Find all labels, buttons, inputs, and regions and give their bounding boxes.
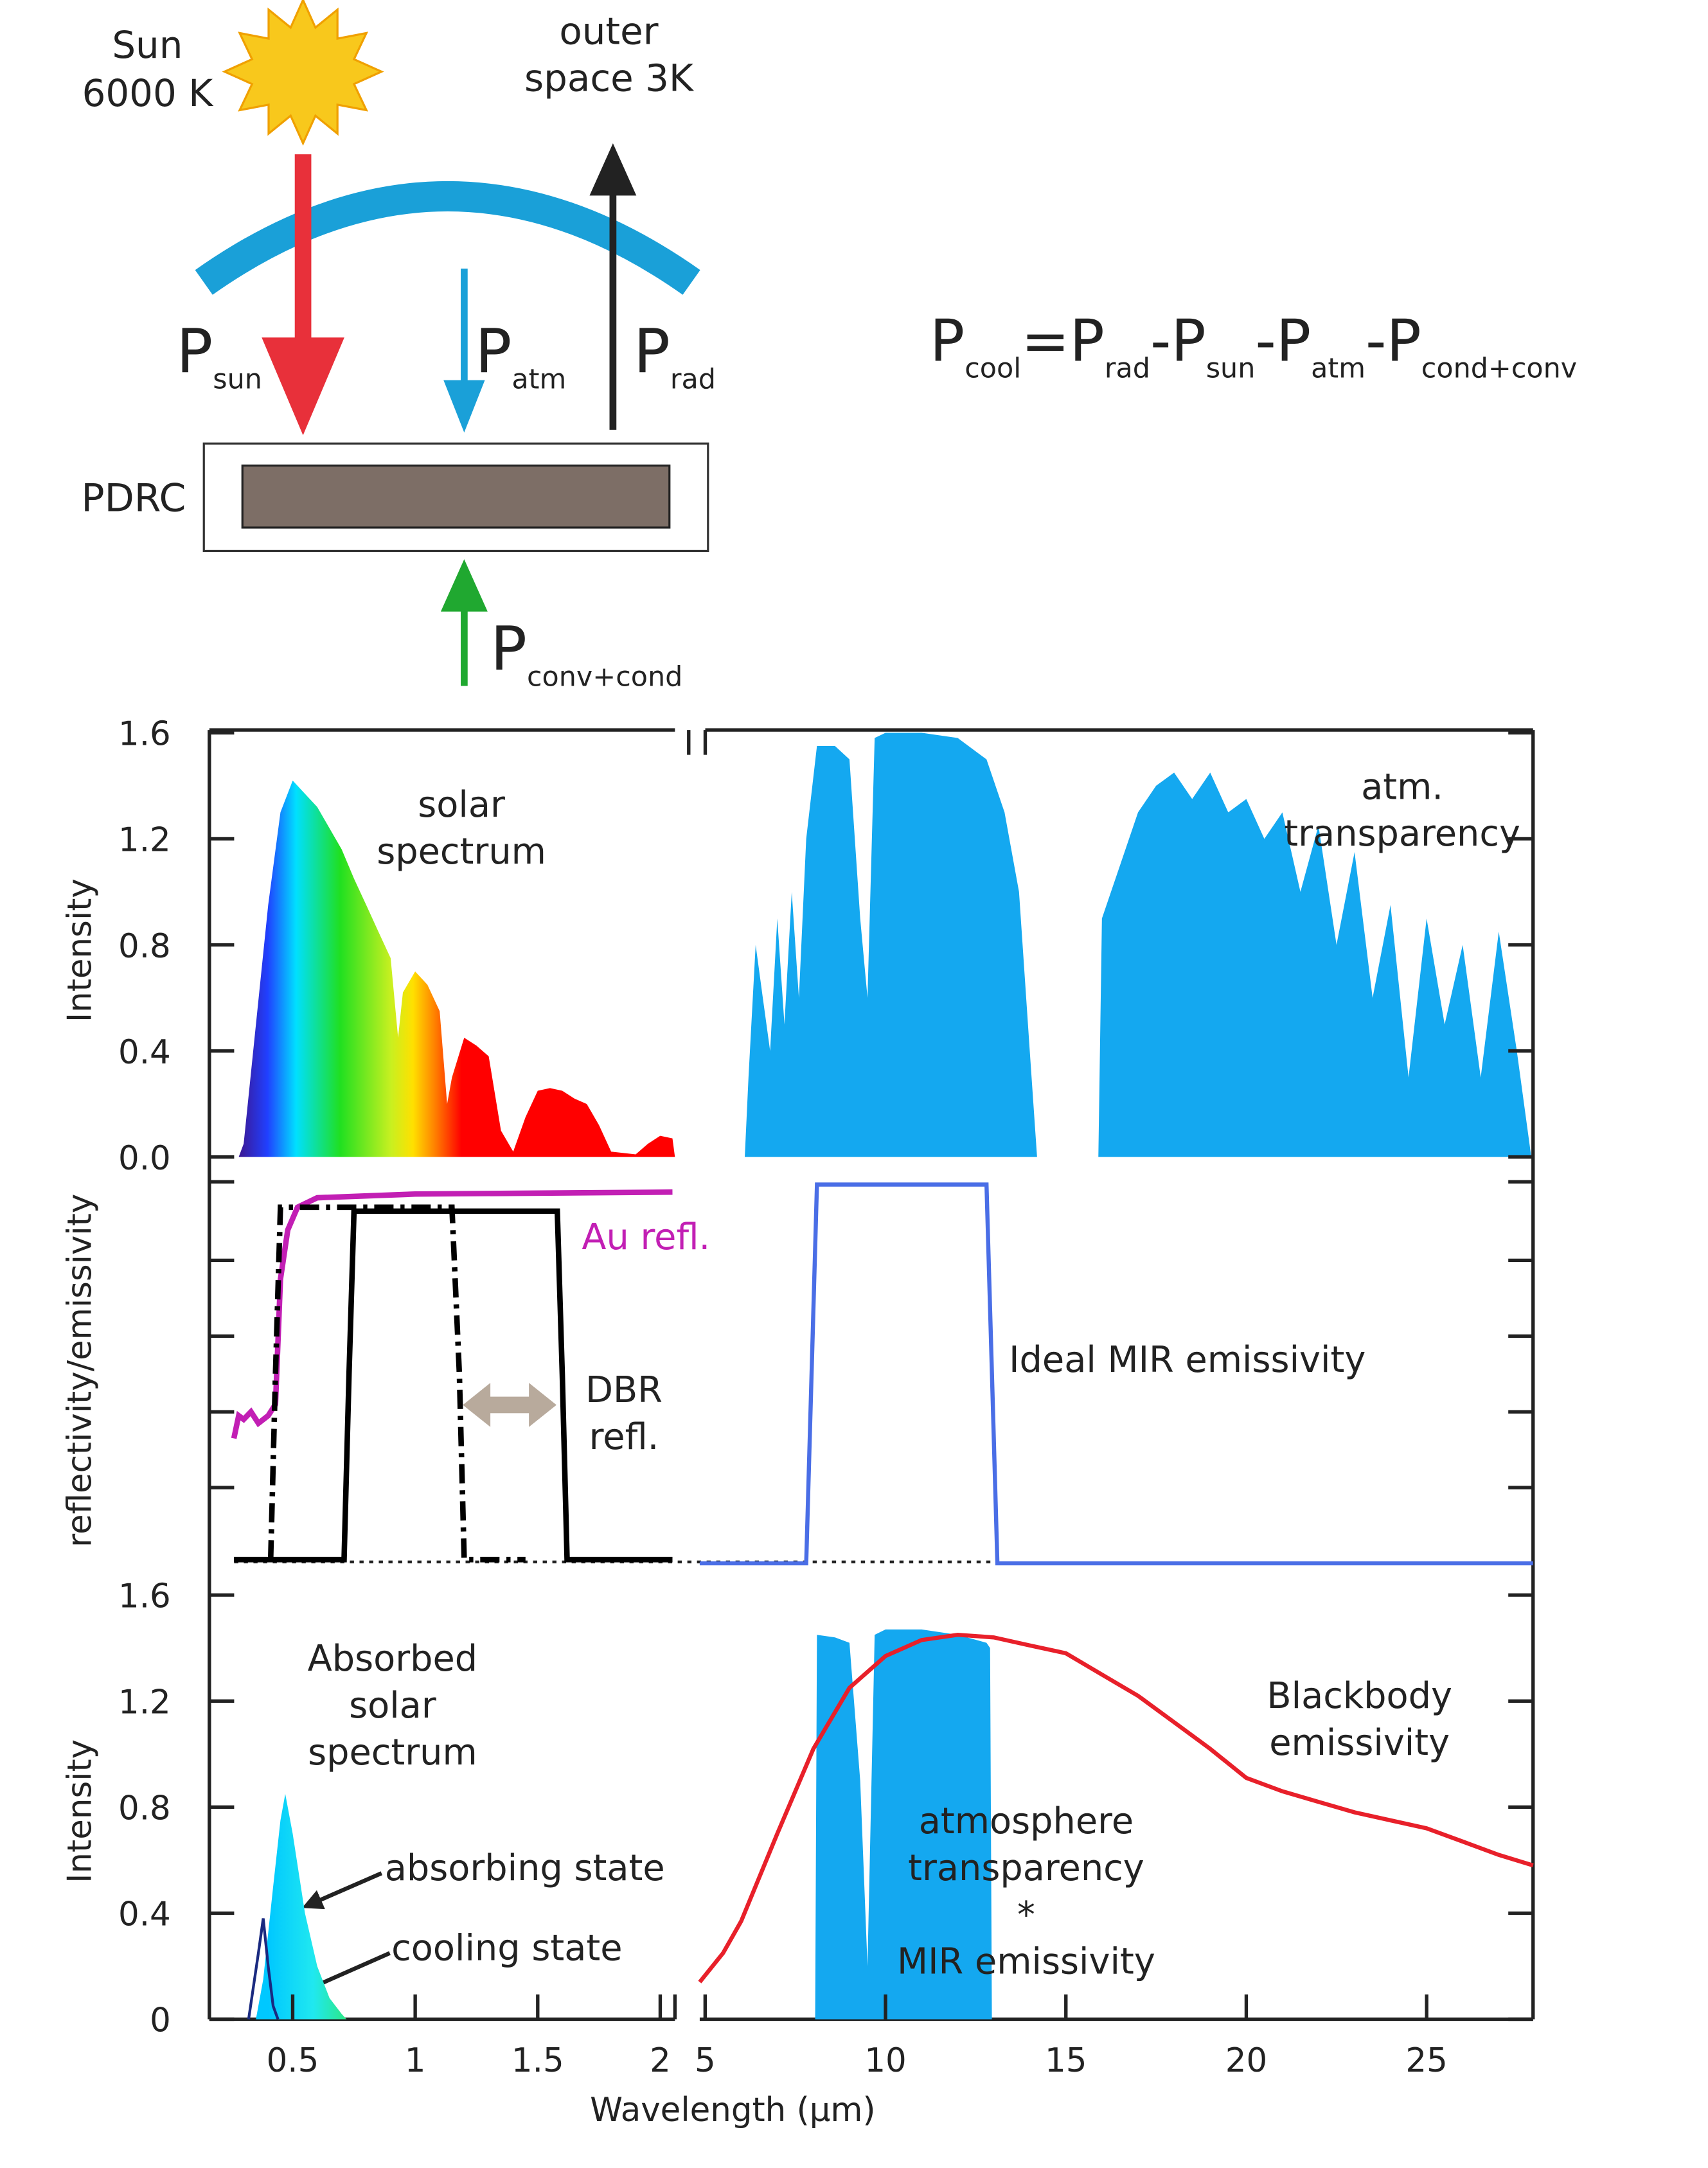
- eq-subscript: atm: [1311, 352, 1366, 384]
- sun-label: 6000 K: [82, 71, 215, 115]
- flux-label: Patm: [476, 316, 567, 396]
- area: [238, 780, 675, 1157]
- y-tick-label: 0.4: [118, 1033, 171, 1072]
- annotation: transparency: [1284, 813, 1520, 855]
- y-tick-label: 1.6: [118, 715, 171, 754]
- x-tick-label: 20: [1225, 2041, 1267, 2080]
- eq-symbol: P: [1171, 308, 1205, 375]
- annotation: *: [1017, 1894, 1035, 1936]
- annotation: spectrum: [308, 1732, 477, 1773]
- x-tick-label: 1.5: [512, 2041, 564, 2080]
- x-tick-label: 0.5: [267, 2041, 319, 2080]
- y-axis-title: Intensity: [60, 878, 99, 1022]
- annotation: solar: [349, 1685, 436, 1727]
- panel: [247, 1629, 1534, 2020]
- flux-symbol: P: [490, 614, 527, 684]
- x-tick-label: 1: [405, 2041, 426, 2080]
- y-tick-label: 1.2: [118, 1684, 171, 1722]
- y-tick-label: 0.4: [118, 1896, 171, 1934]
- annotation: MIR emissivity: [897, 1941, 1155, 1983]
- y-tick-label: 0: [150, 2002, 171, 2040]
- area: [745, 733, 1531, 1157]
- y-tick-label: 0.8: [118, 927, 171, 966]
- x-tick-label: 25: [1405, 2041, 1447, 2080]
- eq-subscript: cond+conv: [1421, 352, 1577, 384]
- sun: [222, 0, 384, 146]
- y-axis-title: Intensity: [60, 1739, 99, 1883]
- annotation: transparency: [908, 1847, 1144, 1889]
- line: [247, 1918, 280, 2020]
- line: [698, 1632, 1534, 1984]
- eq-operator: -: [1366, 308, 1386, 375]
- device-label: PDRC: [81, 475, 186, 520]
- annotation: atmosphere: [919, 1800, 1134, 1842]
- annotation: atm.: [1361, 766, 1443, 808]
- eq-operator: =: [1021, 308, 1069, 375]
- y-axis-title: reflectivity/emissivity: [60, 1194, 99, 1547]
- x-axis-title: Wavelength (μm): [590, 2091, 875, 2129]
- x-tick-label: 15: [1045, 2041, 1087, 2080]
- rad-arrow-head: [589, 143, 637, 196]
- flux-subscript: conv+cond: [527, 661, 682, 693]
- annotation: DBR: [585, 1369, 663, 1411]
- y-tick-label: 0.0: [118, 1139, 171, 1178]
- panel: [231, 1182, 1533, 1566]
- flux-subscript: atm: [512, 364, 566, 396]
- flux-symbol: P: [476, 316, 512, 387]
- space-label: outer: [559, 10, 658, 53]
- flux-subscript: rad: [670, 364, 716, 396]
- flux-label: Psun: [176, 316, 262, 396]
- eq-operator: -: [1150, 308, 1171, 375]
- annotation: spectrum: [377, 831, 546, 873]
- line: [267, 1204, 526, 1563]
- line: [699, 1182, 1533, 1566]
- eq-operator: -: [1255, 308, 1276, 375]
- x-tick-label: 5: [695, 2041, 716, 2080]
- eq-symbol: P: [1070, 308, 1105, 375]
- eq-subscript: cool: [965, 352, 1021, 384]
- eq-subscript: sun: [1206, 352, 1256, 384]
- flux-label: Pconv+cond: [490, 614, 682, 693]
- device: [241, 464, 671, 529]
- annotation: emissivity: [1269, 1722, 1450, 1764]
- space-label: space 3K: [524, 57, 695, 100]
- panel: [238, 733, 1531, 1157]
- sun-arrow-head: [262, 337, 344, 436]
- annotation: Ideal MIR emissivity: [1009, 1339, 1366, 1381]
- y-tick-label: 0.8: [118, 1790, 171, 1828]
- flux-label: Prad: [634, 316, 716, 396]
- eq-subscript: rad: [1105, 352, 1150, 384]
- flux-subscript: sun: [213, 364, 262, 396]
- shift-arrow: [463, 1383, 556, 1427]
- sun-label: Sun: [112, 23, 182, 67]
- annotation: Absorbed: [308, 1638, 478, 1680]
- annotation: refl.: [589, 1416, 659, 1458]
- annotation: Blackbody: [1267, 1675, 1452, 1717]
- conv-arrow-head: [440, 559, 488, 612]
- area: [815, 1629, 992, 2020]
- atm-arrow-head: [443, 380, 485, 433]
- eq-symbol: P: [1276, 308, 1311, 375]
- flux-symbol: P: [634, 316, 670, 387]
- annotation: solar: [418, 784, 505, 826]
- x-tick-label: 10: [864, 2041, 906, 2080]
- x-tick-label: 2: [650, 2041, 671, 2080]
- flux-symbol: P: [176, 316, 213, 387]
- line: [233, 1208, 673, 1563]
- eq-symbol: P: [1386, 308, 1421, 375]
- y-tick-label: 1.2: [118, 821, 171, 860]
- eq-symbol: P: [930, 308, 965, 375]
- pointer: [301, 1871, 383, 1910]
- annotation: cooling state: [391, 1927, 622, 1969]
- y-tick-label: 1.6: [118, 1577, 171, 1616]
- annotation: Au refl.: [582, 1216, 710, 1258]
- equation: Pcool=Prad-Psun-Patm-Pcond+conv: [930, 308, 1577, 385]
- annotation: absorbing state: [385, 1847, 665, 1889]
- area: [256, 1793, 347, 2020]
- atmosphere-arc: [195, 181, 700, 295]
